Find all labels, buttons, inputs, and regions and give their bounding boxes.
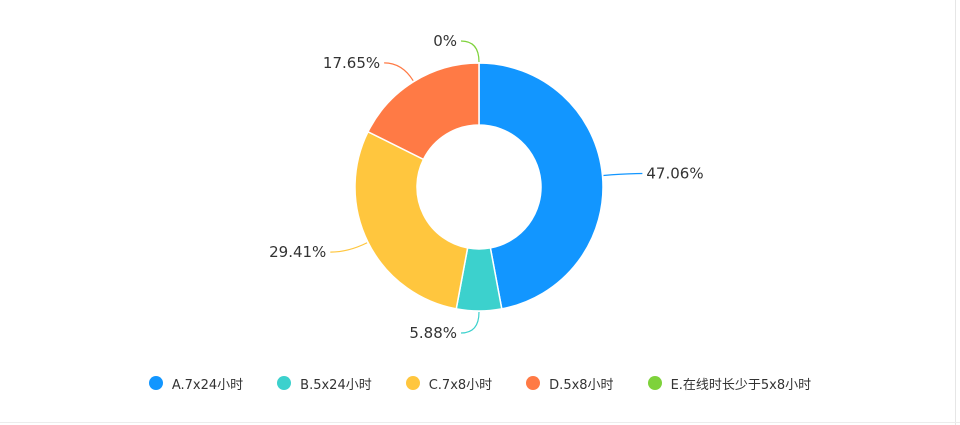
slice-label-d: 17.65% (323, 54, 380, 72)
leader-line-d (384, 62, 414, 82)
legend-label-d: D.5x8小时 (549, 377, 614, 393)
slice-label-b: 5.88% (409, 324, 457, 342)
leader-line-a (603, 172, 643, 177)
donut-slice-c[interactable] (354, 130, 469, 310)
slice-label-c: 29.41% (269, 243, 326, 261)
donut-slice-d[interactable] (366, 62, 480, 161)
frame-bottom-edge (0, 422, 960, 423)
leader-line-e (460, 40, 480, 63)
legend-label-b: B.5x24小时 (300, 377, 372, 393)
legend-item-e[interactable]: E.在线时长少于5x8小时 (647, 374, 812, 393)
slice-label-e: 0% (433, 32, 457, 50)
leader-line-b (460, 311, 480, 334)
slice-label-a: 47.06% (646, 165, 703, 183)
legend-item-d[interactable]: D.5x8小时 (526, 374, 614, 393)
leader-line-c (330, 242, 368, 253)
legend-swatch-c (405, 376, 420, 390)
legend-item-b[interactable]: B.5x24小时 (277, 374, 372, 393)
legend-swatch-b (277, 376, 292, 390)
legend-item-c[interactable]: C.7x8小时 (405, 374, 493, 393)
frame-right-edge (955, 0, 956, 425)
legend-label-c: C.7x8小时 (428, 377, 493, 393)
legend-swatch-a (148, 376, 163, 390)
donut-slice-a[interactable] (478, 62, 604, 310)
legend-label-e: E.在线时长少于5x8小时 (670, 377, 812, 393)
legend-item-a[interactable]: A.7x24小时 (148, 374, 244, 393)
chart-legend: A.7x24小时 B.5x24小时 C.7x8小时 D.5x8小时 E.在线时长… (0, 372, 960, 394)
legend-swatch-d (526, 376, 541, 390)
legend-label-a: A.7x24小时 (171, 377, 244, 393)
legend-swatch-e (647, 376, 662, 390)
